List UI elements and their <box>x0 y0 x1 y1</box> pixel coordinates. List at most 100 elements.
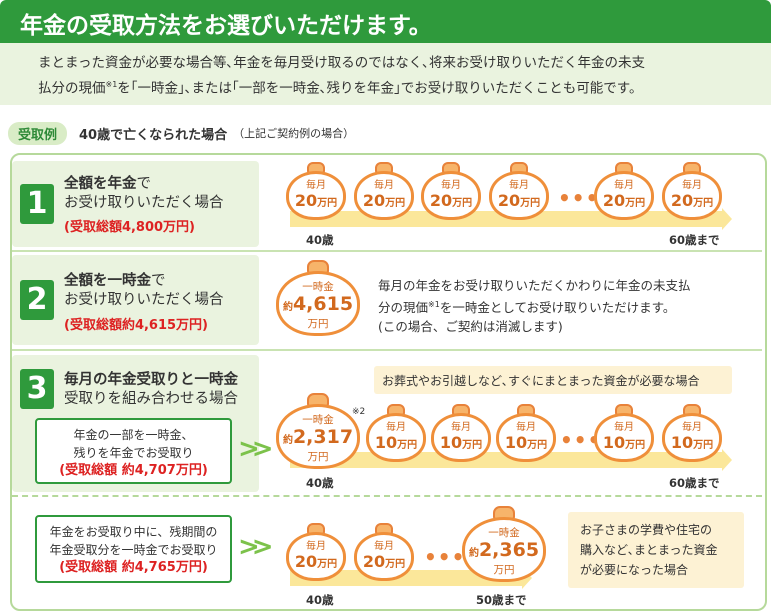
case-4-detail-line2: 年金受取分を一時金でお受取り <box>49 543 218 557</box>
bag-prefix: 約 <box>282 302 293 313</box>
bag-label: 毎月 <box>441 180 461 191</box>
bag-unit: 万円 <box>625 440 646 451</box>
case-2-note: 毎月の年金をお受け取りいただくかわりに年金の未支払 分の現価※1を一時金としてお… <box>378 276 758 336</box>
bag-prefix: 約 <box>468 548 479 559</box>
case-4-timeline-bar <box>290 567 532 589</box>
case-1-number: 1 <box>20 184 54 224</box>
example-note: （上記ご契約例の場合） <box>233 127 355 140</box>
bag-label: 毎月 <box>451 422 471 433</box>
bag-unit: 万円 <box>527 440 548 451</box>
bag-label: 毎月 <box>374 541 394 552</box>
case-2-note-line1: 毎月の年金をお受け取りいただくかわりに年金の未支払 <box>378 278 691 293</box>
footnote-mark: ※2 <box>352 407 366 417</box>
divider <box>12 250 762 252</box>
intro-line-2: 払分の現価※1を｢一時金｣､または｢一部を一時金､残りを年金｣でお受け取りいただ… <box>38 74 771 100</box>
case-1-title-rest: で <box>136 176 152 192</box>
bag-amount: 10 <box>602 433 626 452</box>
bag-unit: 万円 <box>452 198 473 209</box>
page-title: 年金の受取方法をお選びいただけます。 <box>20 13 432 39</box>
bag-label: 一時金 <box>302 414 334 426</box>
bag-unit: 万円 <box>493 564 515 576</box>
monthly-bag: 毎月 20万円 <box>662 162 722 220</box>
age-end: 60歳まで <box>669 476 720 490</box>
bag-label: 毎月 <box>306 541 326 552</box>
case-2-label: 2 全額を一時金で お受け取りいただく場合 (受取総額約4,615万円) <box>12 255 259 345</box>
lump-sum-bag: 一時金 約2,365 万円 <box>462 506 546 582</box>
bag-amount: 20 <box>429 191 453 210</box>
case-2-title: 全額を一時金で お受け取りいただく場合 <box>64 272 224 310</box>
bag-label: 毎月 <box>374 180 394 191</box>
case-2-note-line2b: を一時金としてお受け取りいただけます。 <box>439 300 676 316</box>
bag-unit: 万円 <box>317 559 338 570</box>
bag-amount: 10 <box>504 433 528 452</box>
intro-line-2a: 払分の現価 <box>38 80 106 97</box>
bag-amount: 20 <box>497 191 521 210</box>
case-1-title-line2: お受け取りいただく場合 <box>64 195 224 211</box>
ellipsis-dots: ••• <box>560 428 602 452</box>
bag-label: 一時金 <box>488 527 520 539</box>
case-1-total: (受取総額4,800万円) <box>64 220 196 235</box>
case-2-title-bold: 全額を一時金 <box>64 273 151 289</box>
monthly-bag: 毎月 10万円 <box>431 404 491 462</box>
case-4-detail-line1: 年金をお受取り中に、残期間の <box>49 525 218 539</box>
monthly-bag: 毎月 20万円 <box>489 162 549 220</box>
bag-label: 毎月 <box>682 180 702 191</box>
case-3-detail-line2: 残りを年金でお受取り <box>73 446 194 460</box>
bag-label: 毎月 <box>614 422 634 433</box>
intro-text: まとまった資金が必要な場合等､年金を毎月受け取るのではなく､将来お受け取りいただ… <box>0 43 771 105</box>
case-3-detail-box: 年金の一部を一時金、 残りを年金でお受取り (受取総額 約4,707万円) <box>35 418 232 484</box>
case-2-title-line2: お受け取りいただく場合 <box>64 292 224 308</box>
case-3-number: 3 <box>20 369 54 409</box>
dashed-divider <box>12 495 762 497</box>
bag-label: 毎月 <box>509 180 529 191</box>
age-start: 40歳 <box>306 593 334 607</box>
bag-amount: 20 <box>294 191 318 210</box>
intro-line-1: まとまった資金が必要な場合等､年金を毎月受け取るのではなく､将来お受け取りいただ… <box>38 55 645 71</box>
bag-unit: 万円 <box>520 198 541 209</box>
monthly-bag: 毎月 10万円 <box>662 404 722 462</box>
bag-label: 毎月 <box>682 422 702 433</box>
case-2-number: 2 <box>20 280 54 320</box>
bag-amount: 2,365 <box>478 539 540 561</box>
case-4-total: (受取総額 約4,765万円) <box>59 560 208 575</box>
case-1-label: 1 全額を年金で お受け取りいただく場合 (受取総額4,800万円) <box>12 161 259 247</box>
bag-unit: 万円 <box>385 198 406 209</box>
double-chevron-icon: >> <box>238 434 273 464</box>
footnote-mark: ※1 <box>428 300 440 309</box>
bag-label: 毎月 <box>306 180 326 191</box>
bag-unit: 万円 <box>462 440 483 451</box>
case-2-note-line2: 分の現価※1を一時金としてお受け取りいただけます。 <box>378 295 758 317</box>
bag-amount: 20 <box>294 552 318 571</box>
bag-unit: 万円 <box>397 440 418 451</box>
intro-line-2b: を｢一時金｣､または｢一部を一時金､残りを年金｣でお受け取りいただくことも可能で… <box>117 80 643 97</box>
bag-amount: 2,317 <box>292 426 354 448</box>
age-start: 40歳 <box>306 476 334 490</box>
case-4-balloon-line3: が必要になった場合 <box>580 563 689 577</box>
age-start: 40歳 <box>306 233 334 247</box>
lump-sum-bag: 一時金 約4,615 万円 <box>276 260 360 336</box>
bag-label: 毎月 <box>516 422 536 433</box>
bag-prefix: 約 <box>282 435 293 446</box>
case-2-note-line3: (この場合、ご契約は消滅します) <box>378 319 563 335</box>
double-chevron-icon: >> <box>238 532 273 562</box>
case-3-title-line2: 受取りを組み合わせる場合 <box>64 391 238 407</box>
bag-unit: 万円 <box>625 198 646 209</box>
bag-amount: 20 <box>362 191 386 210</box>
bag-unit: 万円 <box>307 318 329 330</box>
example-tag: 受取例 <box>8 121 68 145</box>
example-heading: 受取例 40歳で亡くなられた場合 （上記ご契約例の場合） <box>8 121 355 145</box>
age-end: 50歳まで <box>476 593 527 607</box>
monthly-bag: 毎月 20万円 <box>286 523 346 581</box>
monthly-bag: 毎月 10万円 <box>366 404 426 462</box>
case-4-balloon: お子さまの学費や住宅の 購入など､まとまった資金 が必要になった場合 <box>568 512 744 588</box>
case-3-total: (受取総額 約4,707万円) <box>59 463 208 478</box>
monthly-bag: 毎月 20万円 <box>354 523 414 581</box>
case-1-title: 全額を年金で お受け取りいただく場合 <box>64 175 224 213</box>
bag-amount: 20 <box>670 191 694 210</box>
bag-label: 毎月 <box>614 180 634 191</box>
ellipsis-dots: ••• <box>558 186 600 210</box>
age-end: 60歳まで <box>669 233 720 247</box>
bag-unit: 万円 <box>317 198 338 209</box>
page-title-bar: 年金の受取方法をお選びいただけます。 <box>0 0 771 43</box>
case-4-balloon-line1: お子さまの学費や住宅の <box>580 523 713 537</box>
